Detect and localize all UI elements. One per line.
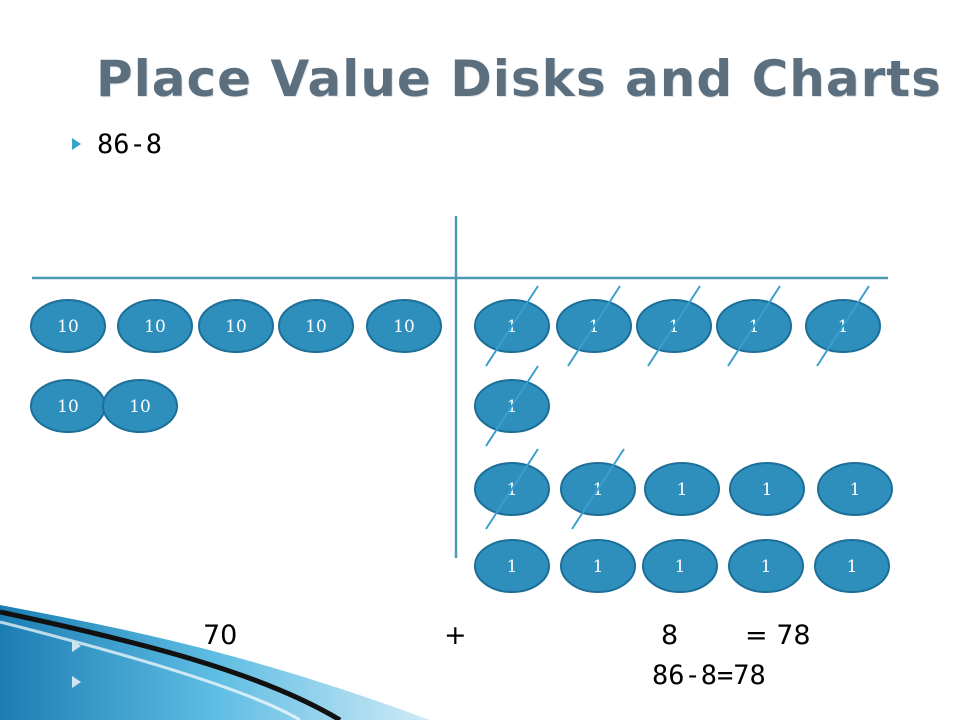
disk-label: 10: [57, 397, 79, 417]
disk-label: 1: [675, 557, 686, 577]
crossed-ones-disk: 1: [805, 285, 881, 367]
disk-label: 10: [393, 317, 415, 337]
disk-shape: [644, 462, 720, 516]
crossed-ones-disk: 1: [716, 285, 792, 367]
cross-out-slash: [727, 285, 781, 367]
cross-out-slash: [816, 285, 870, 367]
tens-disk: 10: [102, 379, 178, 433]
ones-disk: 1: [817, 462, 893, 516]
disk-label: 1: [677, 480, 688, 500]
disk-shape: [30, 299, 106, 353]
disk-label: 1: [847, 557, 858, 577]
equation-right: = 78: [745, 620, 811, 651]
disk-shape: [729, 462, 805, 516]
disk-shape: [642, 539, 718, 593]
faded-bullet-icon: [72, 676, 81, 688]
ones-disk: 1: [642, 539, 718, 593]
disk-label: 1: [761, 557, 772, 577]
disk-shape: [474, 539, 550, 593]
result-text: 86-8=78: [652, 660, 766, 691]
tens-disk: 10: [278, 299, 354, 353]
cross-out-slash: [567, 285, 621, 367]
disk-shape: [278, 299, 354, 353]
cross-out-slash: [647, 285, 701, 367]
disk-label: 1: [850, 480, 861, 500]
crossed-ones-disk: 1: [474, 365, 550, 447]
tens-disk: 10: [117, 299, 193, 353]
disk-shape: [728, 539, 804, 593]
disk-shape: [560, 539, 636, 593]
equation-plus: +: [444, 620, 467, 651]
disk-shape: [366, 299, 442, 353]
faded-bullet-icon: [72, 640, 81, 652]
tens-disk: 10: [30, 379, 106, 433]
crossed-ones-disk: 1: [556, 285, 632, 367]
bullet-text: 86-8: [97, 128, 163, 160]
bullet-arrow-icon: [72, 138, 81, 150]
bullet-item: 86-8: [72, 128, 162, 160]
ones-disk: 1: [814, 539, 890, 593]
crossed-ones-disk: 1: [560, 448, 636, 530]
tens-disk: 10: [198, 299, 274, 353]
ones-disk: 1: [560, 539, 636, 593]
disk-shape: [817, 462, 893, 516]
cross-out-slash: [485, 285, 539, 367]
disk-label: 10: [57, 317, 79, 337]
disk-shape: [117, 299, 193, 353]
equation-left: 70: [203, 620, 238, 651]
disk-shape: [102, 379, 178, 433]
crossed-ones-disk: 1: [636, 285, 712, 367]
disk-label: 1: [507, 557, 518, 577]
cross-out-slash: [571, 448, 625, 530]
ones-disk: 1: [729, 462, 805, 516]
cross-out-slash: [485, 448, 539, 530]
crossed-ones-disk: 1: [474, 448, 550, 530]
slide-title: Place Value Disks and Charts: [96, 50, 942, 108]
disk-label: 1: [593, 557, 604, 577]
ones-disk: 1: [728, 539, 804, 593]
disk-label: 1: [762, 480, 773, 500]
tens-disk: 10: [30, 299, 106, 353]
disk-label: 10: [144, 317, 166, 337]
ones-disk: 1: [474, 539, 550, 593]
disk-label: 10: [129, 397, 151, 417]
disk-label: 10: [225, 317, 247, 337]
cross-out-slash: [485, 365, 539, 447]
disk-shape: [198, 299, 274, 353]
disk-label: 10: [305, 317, 327, 337]
equation-middle: 8: [661, 620, 679, 651]
tens-disk: 10: [366, 299, 442, 353]
ones-disk: 1: [644, 462, 720, 516]
disk-shape: [814, 539, 890, 593]
crossed-ones-disk: 1: [474, 285, 550, 367]
